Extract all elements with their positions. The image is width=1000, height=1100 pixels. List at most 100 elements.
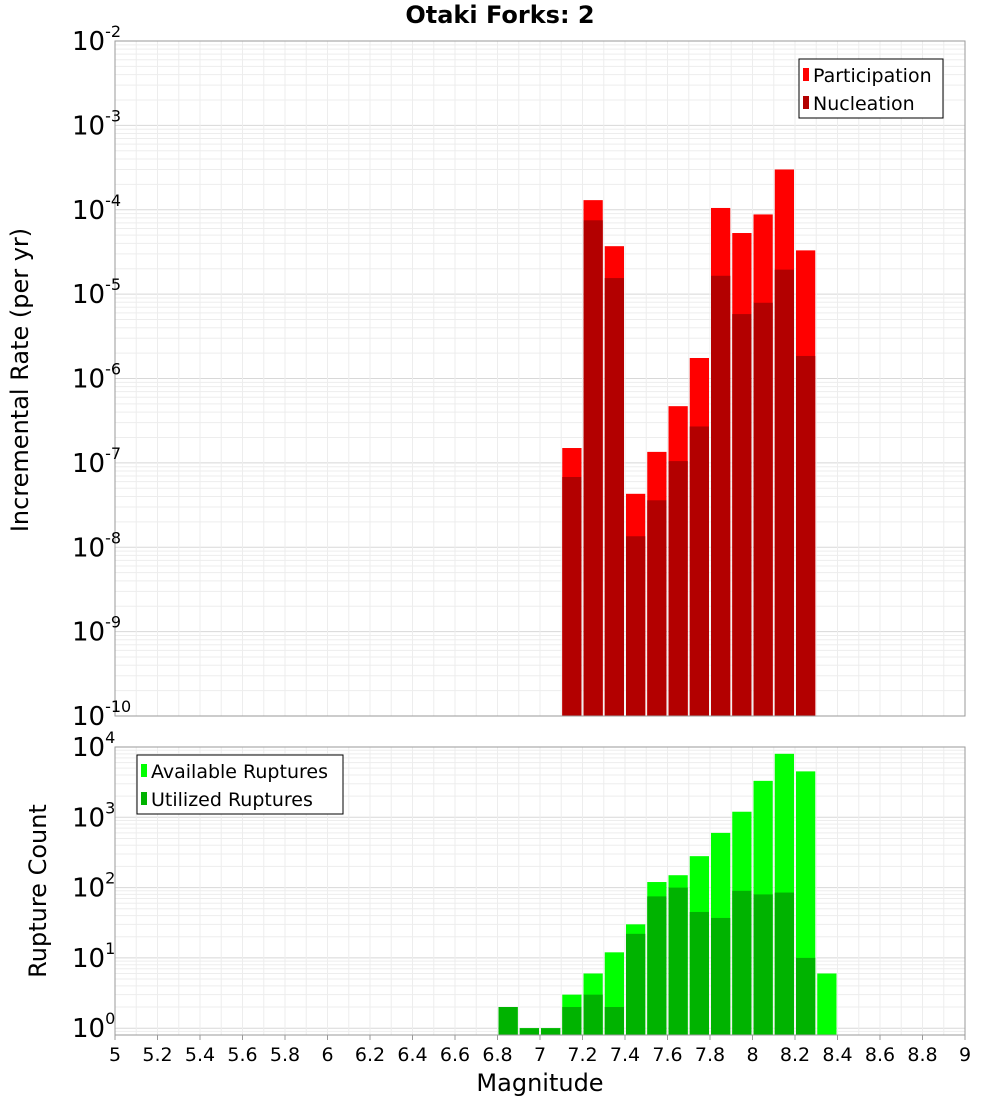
top-legend: Participation Nucleation xyxy=(798,58,944,119)
bottom-bar-series2 xyxy=(541,1028,561,1035)
x-tick-label: 5.4 xyxy=(185,1044,215,1066)
top-bar-series2 xyxy=(753,302,773,716)
x-tick-label: 8 xyxy=(746,1044,758,1066)
top-y-tick-label: 10-7 xyxy=(72,444,121,479)
bottom-legend-label: Utilized Ruptures xyxy=(151,789,313,811)
top-bar-series2 xyxy=(796,355,816,716)
top-bar-series2 xyxy=(732,314,752,716)
x-tick-label: 8.4 xyxy=(822,1044,852,1066)
top-y-tick-label: 10-4 xyxy=(72,191,121,226)
top-y-axis-title: Incremental Rate (per yr) xyxy=(6,228,34,532)
top-y-tick-label: 10-3 xyxy=(72,106,121,141)
bottom-bar-series2 xyxy=(796,957,816,1035)
tick-base: 10 xyxy=(72,618,105,648)
tick-base: 10 xyxy=(72,533,105,563)
top-y-tick-label: 10-9 xyxy=(72,613,121,648)
x-tick-label: 6 xyxy=(321,1044,333,1066)
bottom-bar-series2 xyxy=(562,1007,582,1035)
bottom-bar-series2 xyxy=(668,887,688,1035)
tick-exponent: 2 xyxy=(105,869,115,888)
bottom-bar-series2 xyxy=(583,994,603,1035)
bottom-y-tick-label: 103 xyxy=(72,798,115,833)
top-plot: 10-1010-910-810-710-610-510-410-310-2Par… xyxy=(72,22,966,732)
x-tick-label: 7.8 xyxy=(695,1044,725,1066)
x-tick-label: 6.8 xyxy=(482,1044,512,1066)
x-tick-label: 5.2 xyxy=(142,1044,172,1066)
bottom-bar-series2 xyxy=(689,911,709,1035)
top-plot-border xyxy=(114,40,966,717)
x-tick-label: 7.2 xyxy=(567,1044,597,1066)
x-tick-label: 6.4 xyxy=(397,1044,427,1066)
bottom-bar-series2 xyxy=(498,1007,518,1035)
tick-base: 10 xyxy=(72,196,105,226)
tick-exponent: -10 xyxy=(105,697,131,716)
bottom-y-tick-label: 102 xyxy=(72,869,115,904)
top-bar-series2 xyxy=(689,426,709,716)
top-y-tick-label: 10-10 xyxy=(72,697,131,732)
tick-base: 10 xyxy=(72,27,105,57)
x-tick-label: 6.2 xyxy=(355,1044,385,1066)
x-tick-label: 6.6 xyxy=(440,1044,470,1066)
bottom-y-tick-label: 101 xyxy=(72,939,115,974)
tick-base: 10 xyxy=(72,733,105,763)
top-y-tick-label: 10-6 xyxy=(72,360,121,395)
bottom-bar-series2 xyxy=(604,1007,624,1035)
bottom-legend: Available Ruptures Utilized Ruptures xyxy=(136,754,344,815)
tick-exponent: -8 xyxy=(105,528,121,547)
tick-base: 10 xyxy=(72,803,105,833)
bottom-bar-series2 xyxy=(732,890,752,1035)
bottom-bar-series2 xyxy=(711,917,731,1035)
tick-exponent: -3 xyxy=(105,106,121,125)
top-legend-label: Participation xyxy=(813,65,932,87)
top-y-tick-label: 10-5 xyxy=(72,275,121,310)
x-tick-label: 7.6 xyxy=(652,1044,682,1066)
tick-exponent: -9 xyxy=(105,613,121,632)
bottom-legend-swatch xyxy=(141,792,147,805)
tick-exponent: 4 xyxy=(105,728,115,747)
x-tick-label: 7 xyxy=(534,1044,546,1066)
top-legend-swatch xyxy=(803,68,809,81)
top-bar-series2 xyxy=(774,269,794,716)
top-bar-series2 xyxy=(604,278,624,716)
tick-exponent: -7 xyxy=(105,444,121,463)
tick-base: 10 xyxy=(72,111,105,141)
bottom-legend-swatch xyxy=(141,764,147,777)
tick-exponent: 1 xyxy=(105,939,115,958)
bottom-y-axis-title: Rupture Count xyxy=(24,804,52,978)
bottom-bar-series2 xyxy=(519,1028,539,1035)
top-legend-label: Nucleation xyxy=(813,93,915,115)
top-legend-box xyxy=(798,58,944,119)
x-tick-label: 5.8 xyxy=(270,1044,300,1066)
tick-exponent: 3 xyxy=(105,798,115,817)
tick-base: 10 xyxy=(72,1014,105,1044)
x-tick-label: 7.4 xyxy=(610,1044,640,1066)
top-legend-swatch xyxy=(803,96,809,109)
tick-base: 10 xyxy=(72,944,105,974)
bottom-bar-series2 xyxy=(753,894,773,1035)
x-tick-label: 8.6 xyxy=(865,1044,895,1066)
top-bar-series2 xyxy=(583,220,603,717)
top-y-tick-label: 10-8 xyxy=(72,528,121,563)
bottom-bar-series1 xyxy=(817,973,837,1035)
tick-base: 10 xyxy=(72,702,105,732)
bottom-legend-label: Available Ruptures xyxy=(151,761,328,783)
bottom-y-tick-label: 100 xyxy=(72,1009,115,1044)
tick-exponent: -6 xyxy=(105,360,121,379)
x-tick-label: 5 xyxy=(109,1044,121,1066)
top-bar-series2 xyxy=(647,500,667,716)
tick-base: 10 xyxy=(72,874,105,904)
bottom-bar-series2 xyxy=(647,896,667,1035)
tick-exponent: -2 xyxy=(105,22,121,41)
x-tick-label: 8.8 xyxy=(907,1044,937,1066)
tick-base: 10 xyxy=(72,449,105,479)
x-tick-label: 5.6 xyxy=(227,1044,257,1066)
top-bar-series2 xyxy=(711,275,731,716)
top-y-tick-label: 10-2 xyxy=(72,22,121,57)
tick-exponent: -4 xyxy=(105,191,121,210)
tick-base: 10 xyxy=(72,365,105,395)
tick-exponent: -5 xyxy=(105,275,121,294)
x-axis-title: Magnitude xyxy=(476,1069,603,1097)
tick-exponent: 0 xyxy=(105,1009,115,1028)
